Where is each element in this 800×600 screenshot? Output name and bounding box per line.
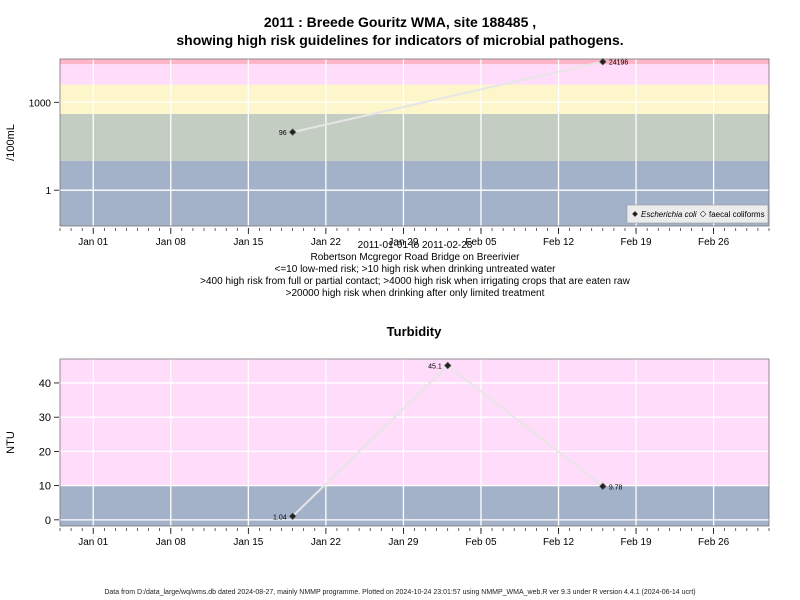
guideline-caption-2: >400 high risk from full or partial cont… [200,276,630,287]
chart1-legend-entry-1: Escherichia coli [641,210,697,219]
footer-note: Data from D:/data_large/wq/wms.db dated … [104,589,696,596]
chart1-x-tick-label-1: Jan 01 [78,237,108,248]
chart1-series-line-1 [292,60,604,134]
chart2-data-label-3: 9.78 [609,484,623,491]
chart1-risk-band-3 [60,84,769,114]
chart1-y-axis-label: /100mL [5,124,17,161]
chart1-data-point-1 [288,128,297,136]
chart2-data-point-3 [599,482,607,491]
chart1-x-tick-label-7: Feb 12 [543,237,575,248]
chart1-x-tick-label-4: Jan 22 [311,237,341,248]
chart1-x-tick-label-3: Jan 15 [233,237,263,248]
chart1-x-tick-label-9: Feb 26 [698,237,730,248]
chart2-x-tick-label-3: Jan 15 [233,537,263,548]
chart2-x-tick-label-9: Feb 26 [698,537,730,548]
chart2-data-point-2 [443,361,452,370]
chart2-title: Turbidity [387,324,442,339]
chart1-x-tick-label-6: Feb 05 [465,237,497,248]
chart2-x-tick-label-4: Jan 22 [311,537,341,548]
chart2-y-tick-label-3: 20 [39,446,51,458]
chart1-risk-band-2 [60,113,769,161]
guideline-caption-3: >20000 high risk when drinking after onl… [285,288,545,299]
chart2-x-tick-label-6: Feb 05 [465,537,497,548]
chart1-legend-box [626,204,769,224]
chart2-group: Jan 01 Jan 08 Jan 15 Jan 22 Jan 29 Feb 05 Feb … [5,324,770,548]
guideline-caption-1: <=10 low-med risk; >10 high risk when dr… [274,264,556,275]
chart1-risk-band-4 [60,64,769,85]
chart2-y-tick-label-1: 0 [45,515,51,527]
chart2-x-tick-label-5: Jan 29 [388,537,418,548]
chart2-risk-band-2 [60,359,769,486]
chart1-group: Jan 01 Jan 08 Jan 15 Jan 22 Jan 29 Feb 05 Feb … [5,57,770,248]
chart2-x-tick-label-7: Feb 12 [543,537,575,548]
chart2-y-axis-label: NTU [5,431,17,454]
chart2-y-tick-label-4: 30 [39,412,51,424]
chart2-plot-frame [59,358,770,527]
chart1-x-tick-label-2: Jan 08 [156,237,186,248]
chart2-data-label-1: 1.04 [273,514,287,521]
chart1-data-label-1: 96 [279,130,287,137]
chart-title-line2: showing high risk guidelines for indicat… [176,32,624,48]
chart1-x-tick-label-5: Jan 29 [388,237,418,248]
chart2-x-tick-label-1: Jan 01 [78,537,108,548]
chart1-risk-band-5 [60,59,769,65]
chart-title-line1: 2011 : Breede Gouritz WMA, site 188485 , [263,14,537,30]
chart2-data-label-2: 45.1 [428,364,442,371]
site-caption: Robertson Mcgregor Road Bridge on Breeri… [310,252,520,263]
chart1-data-label-2: 24196 [609,60,629,67]
date-range-caption: 2011-01-01 to 2011-02-28 [357,240,473,251]
chart1-legend-marker-1 [632,211,638,217]
chart2-y-tick-label-2: 10 [39,481,51,493]
chart1-data-point-2 [599,57,607,66]
chart1-x-tick-label-8: Feb 19 [620,237,652,248]
chart1-legend-entry-2: faecal coliforms [709,210,765,219]
chart1-y-tick-label-1: 1 [45,186,51,197]
chart1-plot-frame [59,58,770,227]
chart1-y-tick-label-2: 1000 [29,98,52,109]
chart2-data-point-1 [288,512,297,521]
chart2-y-tick-label-5: 40 [39,378,51,390]
chart2-x-tick-label-2: Jan 08 [156,537,186,548]
chart2-x-tick-label-8: Feb 19 [620,537,652,548]
chart1-legend-marker-2 [699,210,707,218]
